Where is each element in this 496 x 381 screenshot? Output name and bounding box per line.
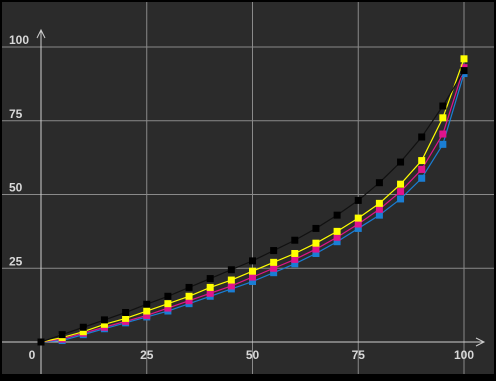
series-1-point xyxy=(291,250,299,257)
series-0-point xyxy=(100,316,108,324)
series-1-point xyxy=(249,267,256,275)
series-2-point xyxy=(375,205,383,213)
series-1-point xyxy=(185,292,193,300)
series-0-point xyxy=(143,300,151,308)
series-2-point xyxy=(164,304,172,312)
series-3-point xyxy=(397,195,405,203)
series-1-point xyxy=(439,114,447,122)
x-tick-label: 50 xyxy=(246,348,260,362)
series-3-point xyxy=(375,211,383,219)
grid-layer xyxy=(2,2,494,374)
series-2-point xyxy=(312,245,320,253)
series-0-point xyxy=(439,102,447,110)
series-1-point xyxy=(418,157,426,165)
series-0-point xyxy=(164,292,172,300)
series-3-point xyxy=(249,278,256,286)
series-0-point xyxy=(375,179,383,187)
tick-label-layer: 0 25 50 75 100 25 50 75 100 xyxy=(9,33,474,362)
series-2-point xyxy=(397,188,405,196)
series-3-point xyxy=(333,238,341,246)
series-0-point xyxy=(418,133,426,141)
series-layer xyxy=(37,55,468,346)
series-2-point xyxy=(439,130,447,138)
series-1-point xyxy=(460,55,468,63)
series-0-point xyxy=(397,158,405,166)
series-0-point xyxy=(79,323,87,331)
series-2-point xyxy=(206,289,214,297)
y-axis-arrow xyxy=(36,28,46,39)
series-0-point xyxy=(206,275,214,283)
series-0-point xyxy=(270,247,278,255)
axis-layer xyxy=(2,28,486,374)
series-0-point xyxy=(312,224,320,232)
series-0-point xyxy=(291,236,299,244)
series-0-point xyxy=(185,283,193,291)
series-2-point xyxy=(418,165,426,173)
series-2-point xyxy=(354,220,362,228)
series-2-point xyxy=(249,273,256,281)
series-3-point xyxy=(312,250,320,257)
series-1-point xyxy=(122,314,130,322)
series-0-point xyxy=(249,257,256,265)
series-3-point xyxy=(291,260,299,268)
y-tick-label: 25 xyxy=(9,254,23,268)
series-1-point xyxy=(100,320,108,328)
series-0-point xyxy=(460,67,468,75)
x-tick-label: 0 xyxy=(29,348,36,362)
y-tick-label: 75 xyxy=(9,107,23,121)
x-tick-label: 75 xyxy=(352,348,366,362)
series-0-point xyxy=(37,338,45,346)
series-2-point xyxy=(291,255,299,263)
series-2-point xyxy=(333,233,341,241)
series-1-point xyxy=(143,307,151,315)
plot-background xyxy=(2,2,494,374)
series-3-point xyxy=(354,224,362,232)
series-1-point xyxy=(397,180,405,188)
series-0-point xyxy=(354,196,362,204)
x-tick-label: 100 xyxy=(454,348,474,362)
series-2-point xyxy=(270,264,278,272)
series-0-point xyxy=(227,266,235,274)
x-axis-arrow xyxy=(475,337,486,347)
series-0-point xyxy=(122,309,130,316)
series-2-point xyxy=(185,297,193,305)
series-1-point xyxy=(354,214,362,222)
series-1-point xyxy=(206,283,214,291)
series-1-point xyxy=(164,300,172,308)
series-3-point xyxy=(418,174,426,182)
series-1-point xyxy=(333,227,341,235)
y-tick-label: 100 xyxy=(9,33,29,47)
series-2-point xyxy=(227,282,235,290)
series-1-point xyxy=(375,199,383,207)
x-tick-label: 25 xyxy=(140,348,154,362)
series-2-point xyxy=(143,311,151,319)
series-0-point xyxy=(58,331,66,339)
series-3-point xyxy=(439,140,447,148)
y-tick-label: 50 xyxy=(9,181,23,195)
series-1-point xyxy=(227,276,235,284)
series-1-point xyxy=(79,328,87,336)
series-1-point xyxy=(270,258,278,266)
series-3-point xyxy=(270,269,278,277)
series-0-point xyxy=(333,211,341,219)
series-1-point xyxy=(312,239,320,247)
